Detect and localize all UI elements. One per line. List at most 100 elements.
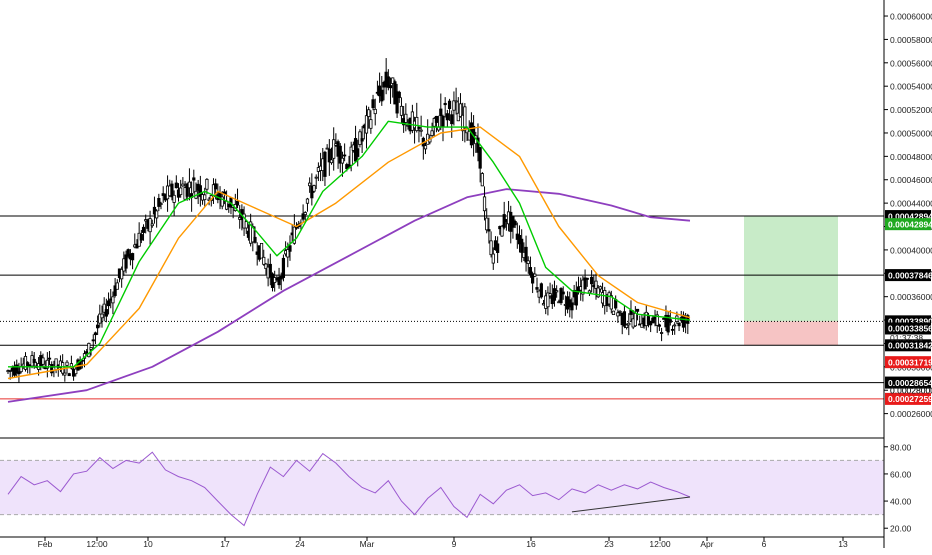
price-tick-label: 0.00050000 — [890, 128, 932, 138]
candle-body — [500, 225, 504, 237]
candle-body — [264, 263, 268, 269]
candle-body — [513, 221, 517, 226]
profit-zone — [744, 216, 838, 322]
candle-body — [404, 113, 408, 123]
candle-body — [673, 324, 677, 327]
candle-body — [627, 322, 631, 326]
candle-body — [32, 358, 36, 363]
candle-body — [259, 242, 264, 259]
candle-body — [286, 249, 290, 258]
candle-body — [113, 285, 117, 296]
candle-body — [533, 273, 537, 277]
candle-body — [574, 289, 578, 306]
candle-body — [242, 213, 246, 229]
candle-body — [646, 316, 651, 325]
price-tick-label: 0.00048000 — [890, 152, 932, 162]
candle-body — [583, 277, 587, 290]
candle-body — [434, 115, 439, 123]
level-tag-4-text: 0.00028654 — [888, 378, 932, 388]
candle-body — [172, 194, 176, 203]
candle-body — [364, 115, 369, 134]
candle-body — [47, 357, 52, 360]
candle-body — [124, 254, 128, 269]
candle-body — [546, 292, 550, 308]
candle-body — [657, 324, 661, 327]
price-tick-label: 0.00060000 — [890, 12, 932, 22]
candle-body — [552, 288, 557, 301]
candle-body — [616, 312, 620, 317]
time-tick-label: 6 — [762, 539, 767, 549]
candle-body — [450, 114, 454, 125]
candle-body — [159, 203, 163, 205]
candle-body — [220, 196, 224, 207]
price-tick-label: 0.00040000 — [890, 245, 932, 255]
candle-body — [478, 147, 482, 169]
rsi-line — [7, 451, 691, 527]
candle-body — [417, 127, 421, 129]
candle-body — [268, 263, 272, 278]
candle-body — [356, 148, 360, 157]
candle-body — [205, 178, 209, 190]
candle-body — [670, 328, 675, 331]
time-tick-label: 24 — [295, 539, 305, 549]
candle-body — [463, 106, 467, 129]
candle-body — [262, 256, 266, 265]
level-tag-5-box — [885, 392, 931, 405]
candle-body — [312, 185, 316, 192]
candle-body — [111, 296, 115, 304]
candle-body — [329, 159, 334, 164]
candle-body — [491, 253, 495, 264]
ema-fast-line — [8, 120, 691, 368]
position-zones — [744, 216, 838, 346]
candle-body — [192, 177, 196, 181]
rsi-tick-label: 60.00 — [890, 469, 912, 479]
candle-body — [349, 146, 353, 166]
candle-body — [524, 246, 528, 263]
ema-fast-layer — [8, 120, 691, 368]
candle-body — [120, 268, 124, 280]
rsi-tick-label: 80.00 — [890, 442, 912, 452]
candle-body — [485, 217, 489, 231]
price-tick-label: 0.00026000 — [890, 409, 932, 419]
extra-tag-3-text: 0.00031719 — [888, 357, 932, 367]
price-tick-label: 0.00044000 — [890, 199, 932, 209]
candle-body — [185, 183, 189, 197]
candle-body — [130, 253, 135, 261]
rsi-panel — [0, 437, 884, 527]
candle-body — [681, 314, 686, 328]
candle-body — [388, 85, 393, 89]
ema-mid-line — [7, 126, 691, 380]
candle-body — [294, 226, 299, 229]
candle-body — [531, 273, 535, 284]
candle-body — [139, 234, 143, 241]
rsi-tick-label: 40.00 — [890, 497, 912, 507]
price-tick-label: 0.00046000 — [890, 175, 932, 185]
candle-body — [150, 223, 154, 227]
candle-body — [126, 249, 130, 257]
candle-body — [61, 362, 65, 374]
candle-body — [340, 157, 345, 164]
candle-body — [677, 322, 681, 327]
candle-body — [447, 100, 452, 109]
time-tick-label: Apr — [700, 539, 713, 549]
level-tag-1-box — [885, 269, 931, 282]
candle-body — [26, 362, 30, 367]
candle-body — [380, 89, 384, 102]
ema-slow-layer — [7, 188, 691, 403]
candle-body — [45, 359, 49, 369]
candle-body — [214, 183, 218, 190]
candle-body — [155, 210, 159, 219]
candle-body — [303, 212, 307, 216]
candle-body — [456, 112, 460, 122]
candle-body — [332, 139, 336, 159]
candle-body — [596, 287, 600, 298]
candle-body — [570, 302, 574, 311]
candle-body — [69, 363, 73, 369]
candle-body — [590, 276, 594, 285]
candle-body — [618, 310, 622, 313]
candle-body — [157, 198, 161, 207]
candle-body — [369, 119, 373, 129]
price-tick-label: 0.00036000 — [890, 292, 932, 302]
candle-body — [386, 76, 390, 88]
